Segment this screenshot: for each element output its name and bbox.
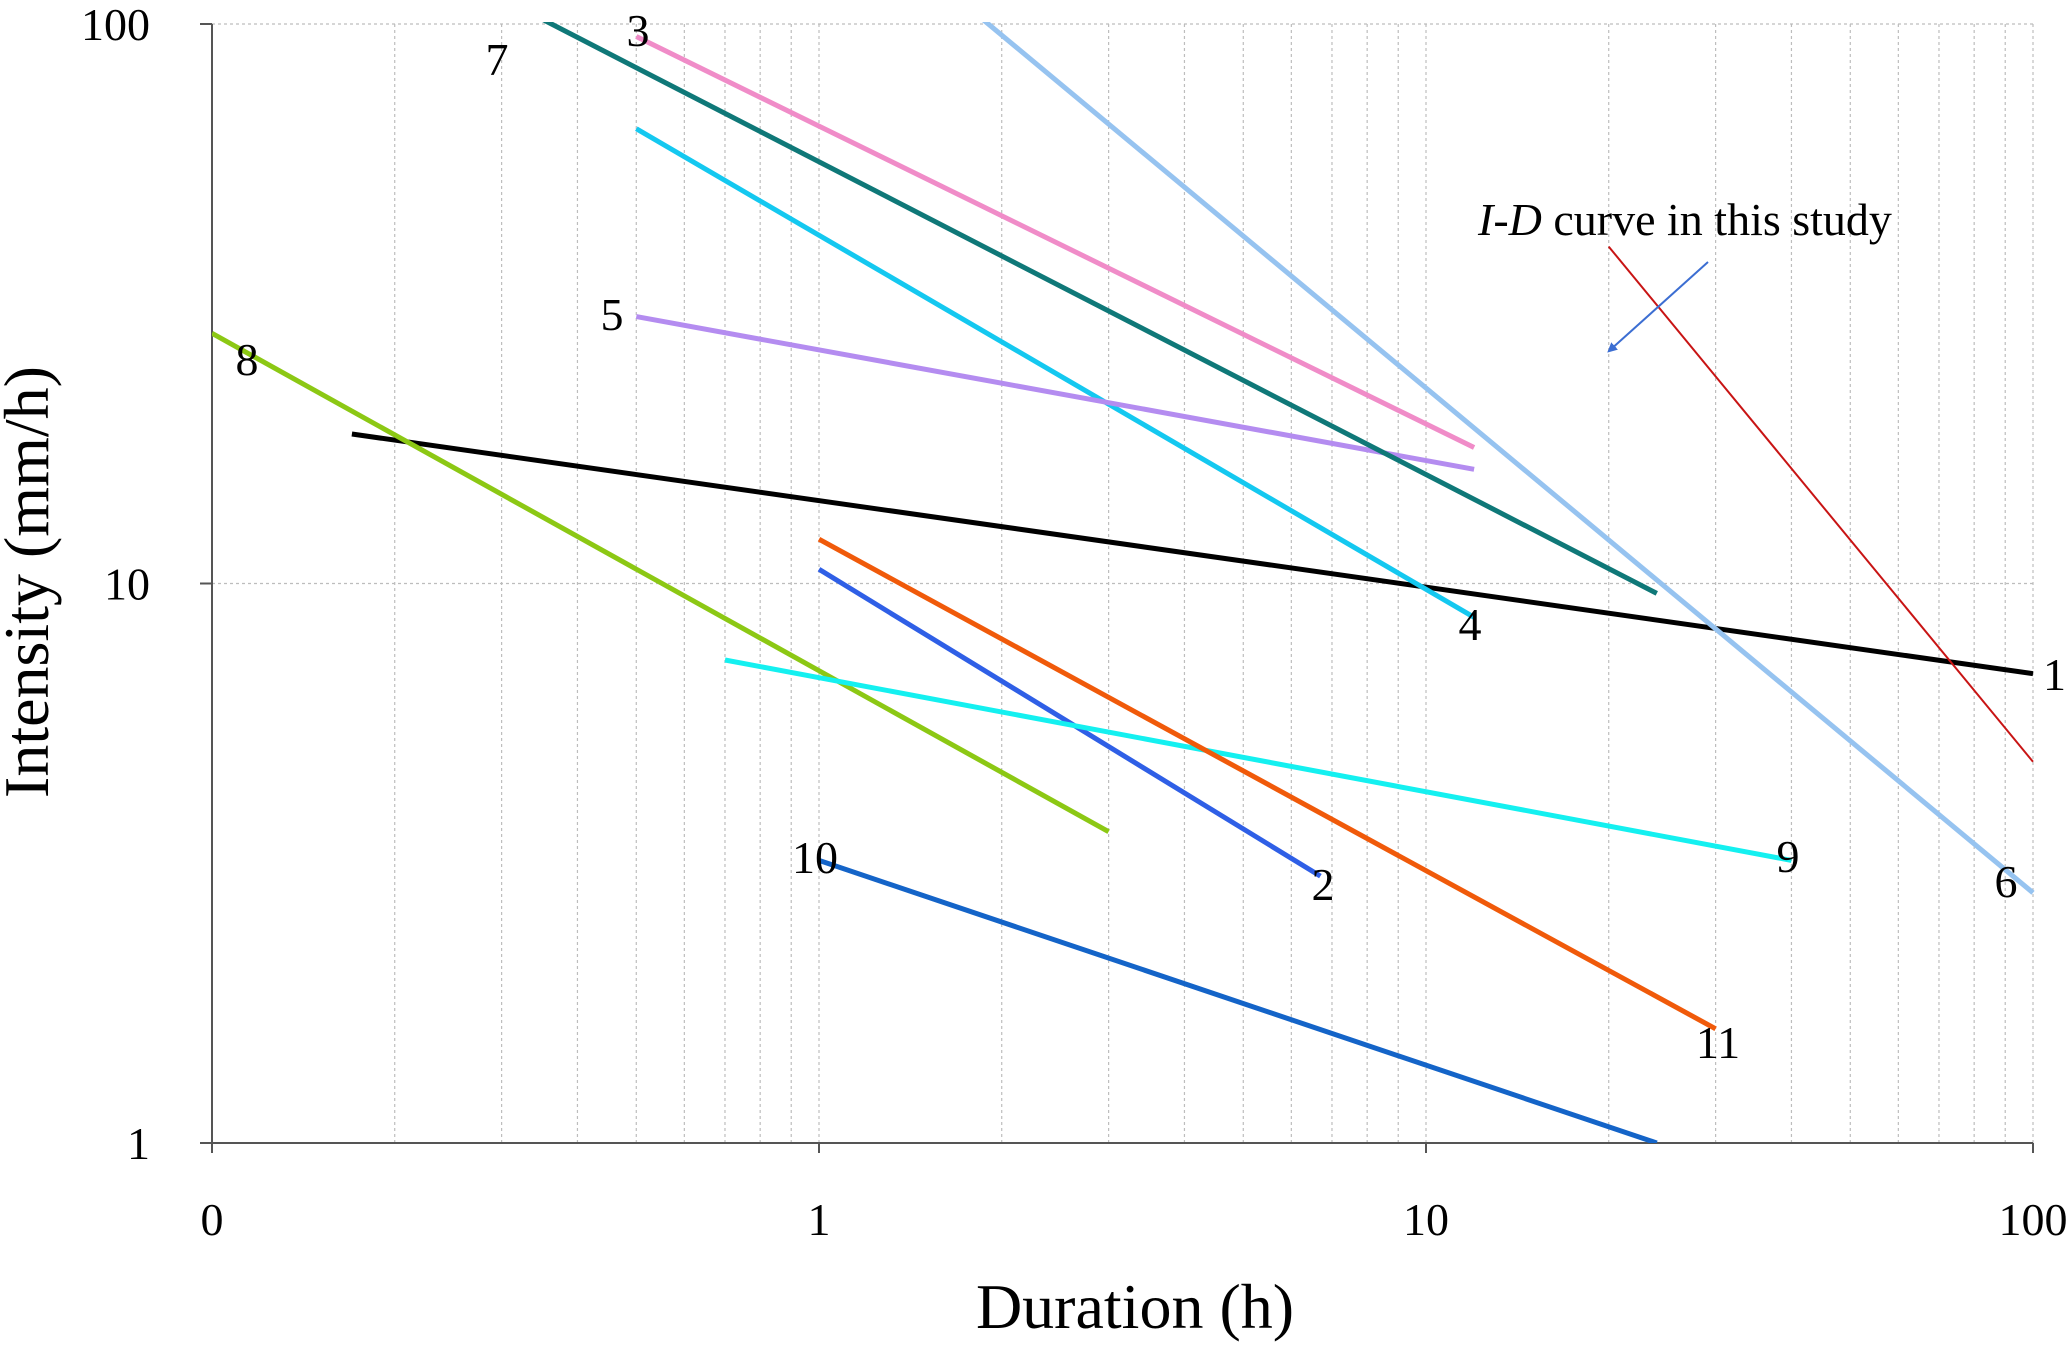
data-series [212, 22, 2035, 1143]
curve-label-2: 2 [1312, 859, 1335, 910]
curve-label-3: 3 [627, 5, 650, 56]
curve-label-5: 5 [601, 289, 624, 340]
annotation-rest: curve in this study [1542, 194, 1892, 245]
curve-label-1: 1 [2043, 649, 2066, 700]
gridlines [212, 23, 2034, 1143]
curve-labels: 1 2 3 4 5 6 7 8 9 10 11 [236, 5, 2067, 1068]
y-axis-title: Intensity (mm/h) [0, 366, 62, 798]
curve-label-11: 11 [1696, 1017, 1740, 1068]
y-tick-label: 100 [81, 0, 150, 50]
series-line-3 [635, 34, 1476, 450]
study-annotation: I-D curve in this study [1477, 194, 1892, 353]
x-tick-label: 100 [1999, 1194, 2067, 1245]
annotation-text: I-D curve in this study [1477, 194, 1892, 245]
annotation-arrow [1607, 261, 1709, 353]
series-line-study [1607, 245, 2034, 763]
series-line-5 [635, 314, 1475, 472]
series-line-9 [724, 657, 1792, 863]
curve-label-7: 7 [486, 34, 509, 85]
series-line-8 [212, 331, 1110, 834]
x-tick-label: 1 [808, 1194, 831, 1245]
y-tick-label: 1 [127, 1118, 150, 1169]
curve-label-9: 9 [1777, 831, 1800, 882]
x-tick-label: 10 [1403, 1194, 1449, 1245]
y-tick-label: 10 [104, 559, 150, 610]
x-tick-label: 0 [201, 1194, 224, 1245]
series-line-7 [542, 22, 1658, 596]
curve-label-10: 10 [792, 832, 838, 883]
plot-area [200, 23, 2034, 1153]
curve-label-6: 6 [1995, 856, 2018, 907]
x-axis-title: Duration (h) [976, 1271, 1294, 1342]
series-line-4 [635, 126, 1476, 620]
curve-label-4: 4 [1459, 599, 1482, 650]
series-line-10 [818, 858, 1658, 1143]
curve-label-8: 8 [236, 334, 259, 385]
series-line-1 [351, 431, 2034, 677]
series-line-11 [817, 537, 1717, 1031]
series-line-6 [981, 22, 2035, 895]
annotation-italic: I-D [1477, 194, 1542, 245]
